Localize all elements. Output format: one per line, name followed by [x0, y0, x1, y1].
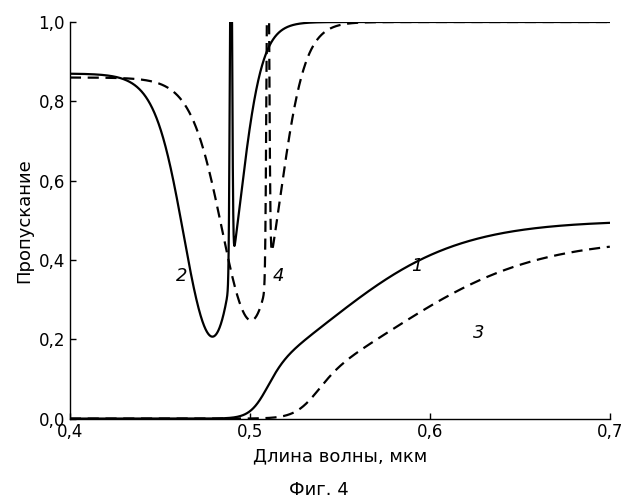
Y-axis label: Пропускание: Пропускание [15, 158, 33, 282]
Text: 2: 2 [175, 267, 187, 285]
Text: 4: 4 [273, 267, 285, 285]
Text: Фиг. 4: Фиг. 4 [289, 481, 349, 499]
Text: 3: 3 [473, 324, 484, 342]
Text: 1: 1 [412, 257, 423, 275]
X-axis label: Длина волны, мкм: Длина волны, мкм [253, 447, 427, 465]
